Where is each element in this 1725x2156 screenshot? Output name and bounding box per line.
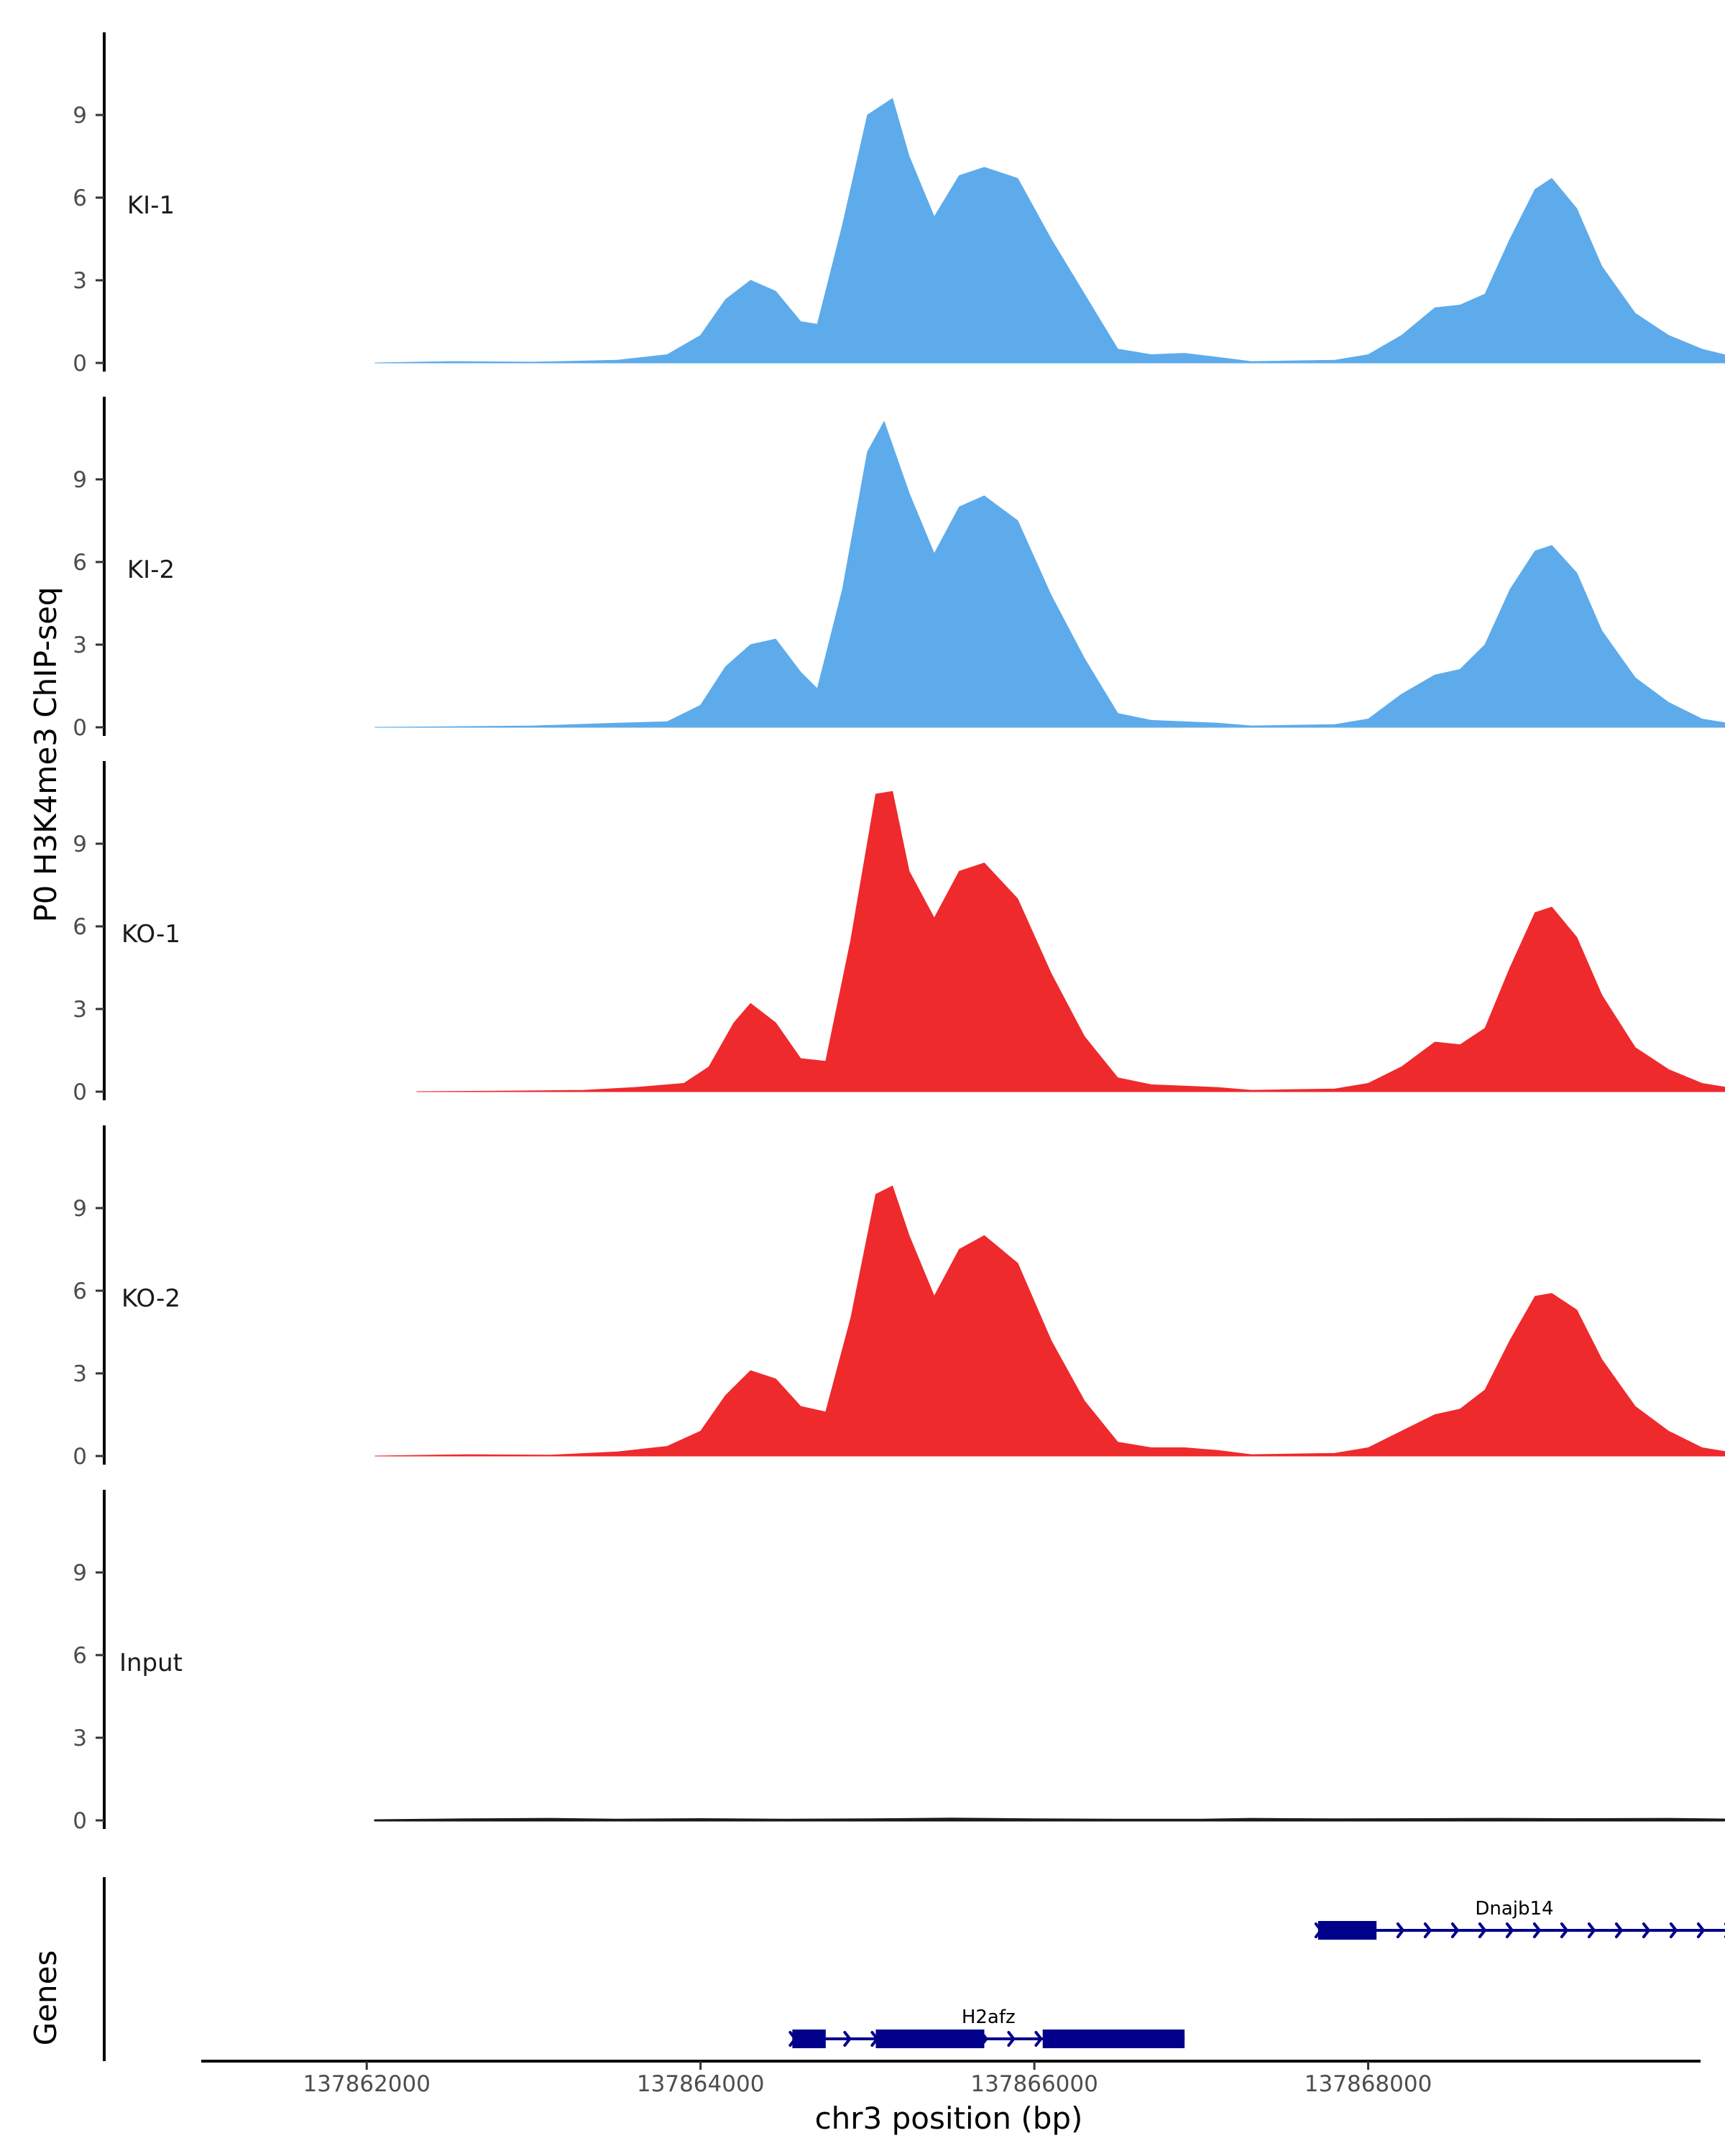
strand-arrow <box>1423 1922 1432 1938</box>
track-ko-2: 0 3 6 9 KO-2 <box>73 1125 1725 1470</box>
track-label-ki-2: KI-2 <box>127 556 175 584</box>
y-tick-label: 3 <box>73 1726 87 1751</box>
signal-tracks: 0 3 6 9 KI-1 0 3 6 9 KI-2 0 3 6 9 KO-1 0 3 6 9 KO-2 0 3 6 9 Inpu… <box>73 32 1725 1834</box>
strand-arrow <box>1034 2031 1043 2047</box>
y-tick-label: 9 <box>73 467 87 493</box>
y-tick-label: 6 <box>73 185 87 211</box>
x-axis: 137862000 137864000 137866000 137868000 <box>201 2060 1701 2097</box>
gene-h2afz: H2afz <box>788 2007 1185 2048</box>
strand-arrow <box>1478 1922 1486 1938</box>
track-ki-1: 0 3 6 9 KI-1 <box>73 32 1725 377</box>
strand-arrow <box>1696 1922 1705 1938</box>
strand-arrow <box>1505 1922 1514 1938</box>
y-tick-label: 3 <box>73 1361 87 1387</box>
track-input: 0 3 6 9 Input <box>73 1490 1725 1834</box>
y-tick-label: 6 <box>73 914 87 940</box>
y-tick-label: 9 <box>73 1196 87 1222</box>
x-tick-label: 137868000 <box>1305 2071 1432 2097</box>
y-tick-label: 9 <box>73 103 87 129</box>
y-tick-label: 9 <box>73 1560 87 1586</box>
y-tick-label: 0 <box>73 1808 87 1834</box>
y-tick-label: 3 <box>73 268 87 294</box>
strand-arrow <box>1450 1922 1459 1938</box>
gene-label-dnajb14: Dnajb14 <box>1475 1898 1553 1920</box>
gene-exon <box>875 2030 985 2048</box>
signal-area-input <box>374 1818 1725 1822</box>
gene-exon <box>792 2030 826 2048</box>
x-axis-title: chr3 position (bp) <box>815 2101 1083 2136</box>
strand-arrow <box>1642 1922 1650 1938</box>
x-tick-label: 137862000 <box>303 2071 431 2097</box>
x-tick-label: 137866000 <box>970 2071 1098 2097</box>
y-tick-label: 3 <box>73 997 87 1023</box>
y-tick-label: 6 <box>73 1279 87 1304</box>
x-tick-label: 137864000 <box>637 2071 765 2097</box>
strand-arrow <box>1587 1922 1596 1938</box>
track-ki-2: 0 3 6 9 KI-2 <box>73 397 1725 741</box>
strand-arrow <box>1007 2031 1016 2047</box>
gene-label-h2afz: H2afz <box>962 2007 1016 2028</box>
track-ko-1: 0 3 6 9 KO-1 <box>73 761 1725 1105</box>
y-tick-label: 0 <box>73 715 87 741</box>
gene-dnajb14: Dnajb14 <box>1314 1898 1725 1940</box>
signal-area-ko-1 <box>416 791 1725 1092</box>
gene-exon <box>1042 2030 1185 2048</box>
track-label-ko-1: KO-1 <box>121 920 180 949</box>
genes-track-label: Genes <box>28 1950 63 2046</box>
track-label-ko-2: KO-2 <box>121 1284 180 1313</box>
strand-arrow <box>1396 1922 1404 1938</box>
y-tick-label: 0 <box>73 1444 87 1470</box>
gene-exon <box>1317 1921 1377 1940</box>
signal-area-ko-2 <box>374 1185 1725 1457</box>
signal-area-ki-1 <box>374 98 1725 364</box>
gene-track: Dnajb14 H2afz <box>103 1877 1725 2061</box>
strand-arrow <box>843 2031 852 2047</box>
y-tick-label: 6 <box>73 550 87 576</box>
y-axis-title: P0 H3K4me3 ChIP-seq <box>28 586 63 922</box>
y-tick-label: 0 <box>73 351 87 377</box>
track-label-input: Input <box>119 1649 183 1677</box>
y-tick-label: 0 <box>73 1079 87 1105</box>
strand-arrow <box>1614 1922 1623 1938</box>
y-tick-label: 3 <box>73 632 87 658</box>
strand-arrow <box>1532 1922 1541 1938</box>
signal-area-ki-2 <box>374 421 1725 728</box>
track-label-ki-1: KI-1 <box>127 191 175 220</box>
strand-arrow <box>1560 1922 1568 1938</box>
y-tick-label: 6 <box>73 1643 87 1669</box>
strand-arrow <box>1669 1922 1678 1938</box>
y-tick-label: 9 <box>73 831 87 857</box>
